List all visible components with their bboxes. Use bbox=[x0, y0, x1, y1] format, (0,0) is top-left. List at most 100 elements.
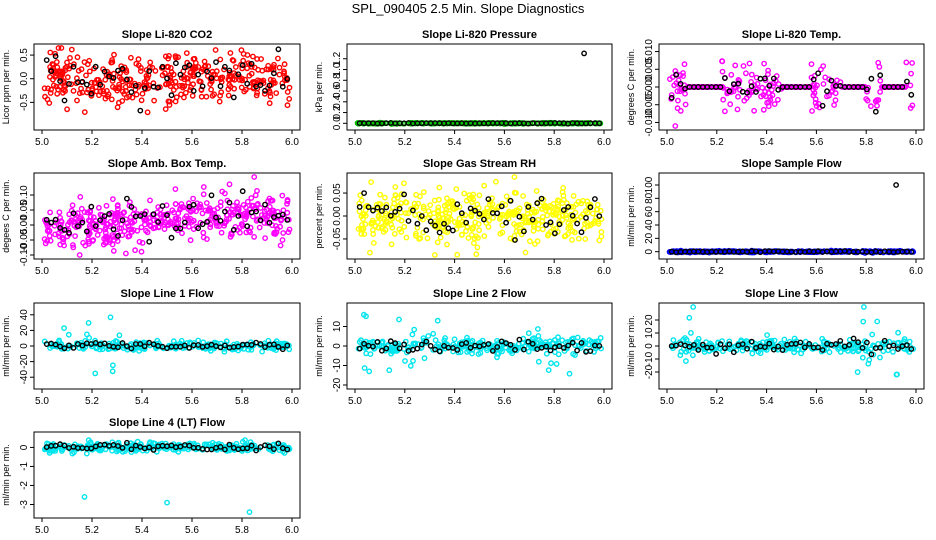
data-point bbox=[768, 87, 775, 93]
data-point bbox=[469, 350, 475, 357]
data-point-black bbox=[908, 346, 915, 352]
data-point bbox=[435, 204, 442, 211]
data-point-black bbox=[824, 88, 830, 95]
data-point bbox=[87, 218, 93, 225]
data-point-black bbox=[472, 342, 478, 349]
data-point bbox=[539, 217, 546, 224]
y-tick-label: -2 bbox=[19, 481, 30, 490]
data-point bbox=[178, 91, 184, 98]
data-point bbox=[694, 338, 701, 345]
data-point bbox=[854, 369, 861, 375]
data-point bbox=[749, 350, 756, 357]
data-point-black bbox=[423, 227, 430, 234]
data-point bbox=[474, 201, 481, 208]
data-point bbox=[110, 362, 116, 369]
data-point-black bbox=[476, 210, 483, 217]
data-point bbox=[75, 67, 82, 74]
data-point bbox=[127, 214, 134, 221]
data-point bbox=[372, 223, 379, 230]
data-point bbox=[284, 209, 291, 216]
data-point bbox=[850, 348, 856, 355]
panel-2: Slope Li-820 Pressure kPa per min. 5.0 5.2 5… bbox=[314, 29, 613, 148]
data-point bbox=[810, 92, 817, 99]
data-point bbox=[361, 365, 368, 371]
data-point bbox=[832, 97, 839, 104]
data-point bbox=[244, 65, 251, 72]
x-tick-label: 5.2 bbox=[710, 396, 724, 407]
data-point bbox=[251, 79, 258, 85]
data-point-black bbox=[235, 71, 242, 78]
data-point-black bbox=[266, 219, 273, 226]
x-tick-label: 5.6 bbox=[497, 396, 511, 407]
data-point bbox=[734, 106, 741, 113]
x-tick-label: 6.0 bbox=[597, 266, 611, 277]
data-point-black bbox=[587, 348, 594, 354]
data-point-black bbox=[574, 347, 580, 354]
data-point bbox=[100, 88, 107, 95]
y-tick-label: -0.10 bbox=[19, 243, 30, 266]
data-point-black bbox=[392, 340, 399, 347]
y-axis-label: degees C per min. bbox=[1, 179, 11, 253]
data-point bbox=[566, 370, 573, 377]
data-point bbox=[421, 355, 428, 362]
data-point bbox=[280, 230, 287, 236]
data-point bbox=[125, 226, 132, 233]
data-point-black bbox=[806, 84, 813, 90]
x-tick-label: 5.0 bbox=[35, 137, 49, 148]
data-point-black bbox=[172, 60, 179, 67]
data-point bbox=[875, 97, 882, 103]
data-point bbox=[389, 224, 396, 231]
data-point bbox=[179, 82, 186, 89]
series-points bbox=[668, 304, 917, 378]
data-point bbox=[107, 223, 114, 230]
data-point bbox=[54, 90, 61, 97]
data-point bbox=[470, 240, 477, 247]
data-point bbox=[50, 62, 57, 68]
data-point-black bbox=[418, 341, 425, 348]
data-point bbox=[506, 346, 512, 353]
x-tick-label: 5.0 bbox=[348, 266, 362, 277]
y-tick-label: -20 bbox=[332, 377, 343, 392]
y-tick-label: 0.2 bbox=[332, 105, 343, 119]
data-point-black bbox=[186, 344, 193, 351]
y-tick-label: -3 bbox=[19, 500, 30, 509]
series-points-black bbox=[668, 335, 915, 358]
data-point-black bbox=[248, 60, 255, 67]
data-point bbox=[276, 71, 283, 78]
data-point bbox=[746, 60, 753, 67]
data-point bbox=[727, 101, 734, 108]
data-point bbox=[765, 71, 771, 78]
data-point bbox=[775, 81, 782, 88]
data-point bbox=[57, 221, 64, 228]
data-point-black bbox=[61, 442, 68, 449]
data-point bbox=[449, 205, 456, 212]
data-point bbox=[358, 197, 365, 204]
data-point-black bbox=[190, 201, 197, 208]
data-point-black bbox=[128, 345, 135, 352]
data-point bbox=[203, 93, 210, 100]
data-point bbox=[114, 203, 121, 209]
data-point bbox=[809, 108, 815, 114]
data-point bbox=[69, 202, 76, 209]
data-point-black bbox=[899, 84, 906, 90]
data-point-black bbox=[88, 203, 95, 210]
data-point bbox=[87, 209, 94, 216]
y-tick-label: 0.4 bbox=[332, 94, 343, 108]
y-tick-label: -0.5 bbox=[19, 93, 30, 111]
data-point bbox=[263, 206, 270, 213]
data-point bbox=[217, 203, 224, 209]
data-point-black bbox=[828, 77, 835, 84]
data-point bbox=[194, 442, 201, 449]
data-point bbox=[499, 200, 506, 207]
data-point-black bbox=[226, 441, 233, 448]
data-point-black bbox=[472, 207, 478, 214]
data-point bbox=[578, 200, 585, 207]
data-point bbox=[162, 53, 169, 60]
y-axis-label: ml/min per min. bbox=[626, 185, 636, 247]
data-point bbox=[94, 232, 101, 238]
y-axis-label: ml/min per min. bbox=[1, 444, 11, 506]
y-tick-label: 0.10 bbox=[19, 185, 30, 205]
data-point bbox=[198, 93, 205, 100]
data-point bbox=[108, 96, 115, 103]
data-point bbox=[539, 226, 546, 233]
